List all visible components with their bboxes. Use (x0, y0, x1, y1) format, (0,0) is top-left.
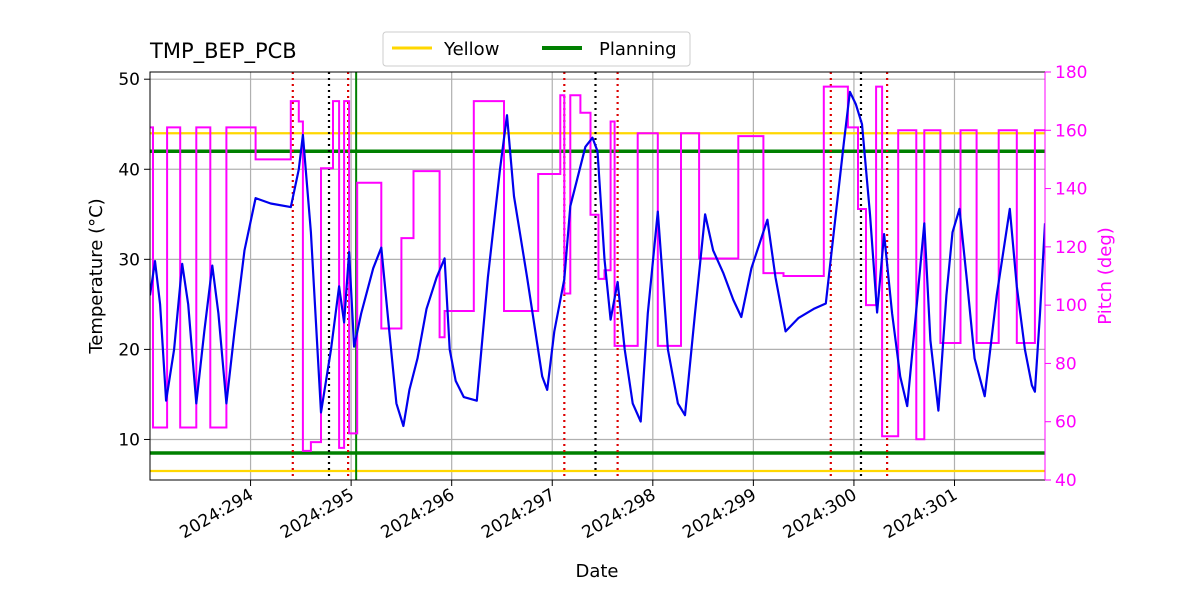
y-tick-label-1: 20 (118, 340, 140, 360)
y2-tick-label-1: 60 (1055, 413, 1077, 433)
legend-label-planning: Planning (599, 39, 677, 60)
y-tick-label-4: 50 (118, 70, 140, 90)
y-axis-label: Temperature (°C) (86, 198, 107, 354)
y-axis-pitch: 40 60 80 100 120 140 160 180 (1044, 63, 1087, 491)
series-line-temperature (150, 90, 1045, 428)
y2-tick-label-6: 160 (1055, 121, 1087, 141)
y-tick-label-3: 40 (118, 160, 140, 180)
limit-lines (150, 132, 1045, 473)
y2-tick-label-2: 80 (1055, 354, 1077, 374)
chart-title: TMP_BEP_PCB (149, 39, 297, 64)
series (150, 85, 1045, 452)
y-tick-label-0: 10 (118, 430, 140, 450)
series-line-pitch (150, 85, 1045, 452)
legend-label-yellow: Yellow (443, 39, 499, 60)
legend-box (382, 31, 691, 67)
y2-axis-label: Pitch (deg) (1095, 227, 1116, 325)
y2-tick-label-5: 140 (1055, 180, 1087, 200)
x-axis-label: Date (575, 561, 618, 582)
legend: Yellow Planning (382, 31, 691, 67)
y2-tick-label-0: 40 (1055, 471, 1077, 491)
y2-tick-label-7: 180 (1055, 63, 1087, 83)
y2-tick-label-4: 120 (1055, 238, 1087, 258)
y2-tick-label-3: 100 (1055, 296, 1087, 316)
y-tick-label-2: 30 (118, 250, 140, 270)
y-axis-temperature: 10 20 30 40 50 (118, 70, 150, 450)
